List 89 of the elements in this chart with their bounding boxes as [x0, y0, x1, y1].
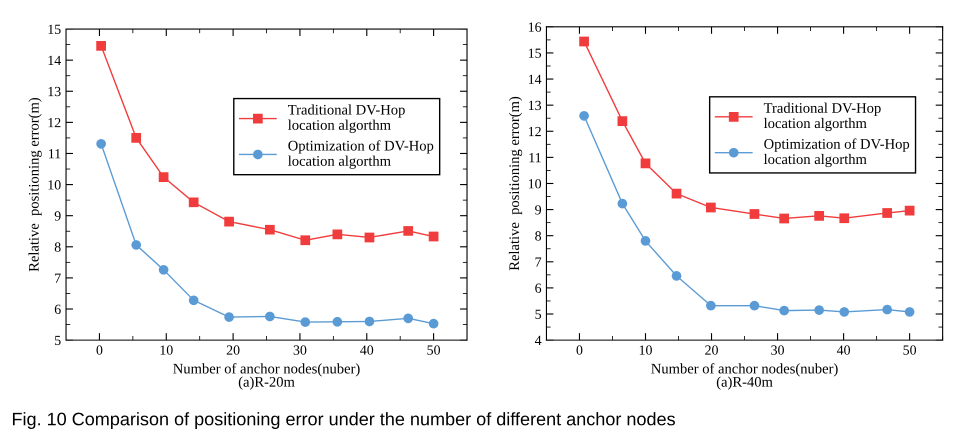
x-tick-label: 20 [705, 345, 718, 355]
y-tick-label: 15 [48, 24, 61, 34]
y-axis-title: Relative positioning error(m) [508, 96, 522, 270]
y-tick-label: 13 [528, 100, 542, 110]
y-tick-label: 7 [536, 258, 542, 267]
point [131, 133, 142, 143]
x-tick-label: 40 [836, 345, 850, 355]
x-tick-label: 10 [640, 345, 652, 355]
y-tick-label: 12 [528, 126, 541, 136]
y-tick-label: 11 [529, 153, 541, 162]
point [579, 36, 589, 46]
x-axis-title: Number of anchor nodes(nuber) (a)R-20m [173, 363, 360, 390]
y-axis-title: Relative positioning error(m) [28, 98, 42, 272]
point [814, 210, 824, 221]
y-tick-label: 11 [49, 149, 60, 158]
point [403, 313, 414, 324]
point [750, 300, 760, 311]
x-tick-label: 10 [160, 345, 173, 355]
y-tick-label: 5 [535, 310, 542, 319]
point [332, 316, 342, 327]
point [882, 208, 892, 218]
point [706, 202, 716, 212]
point [779, 214, 790, 224]
y-tick-label: 13 [48, 86, 61, 96]
point [672, 271, 682, 281]
y-tick-label: 7 [55, 274, 61, 283]
legend-label: Traditional DV-Hop location algorthm [764, 102, 881, 132]
point [265, 224, 275, 235]
x-tick-label: 30 [294, 345, 306, 355]
point [96, 138, 106, 149]
point [904, 206, 914, 216]
y-tick-label: 14 [48, 56, 61, 65]
y-tick-label: 4 [534, 336, 542, 345]
x-tick-label: 20 [226, 345, 240, 355]
point [904, 307, 914, 317]
x-axis-title: Number of anchor nodes(nuber) (a)R-40m [651, 363, 838, 390]
point [188, 197, 199, 208]
x-tick-label: 40 [360, 345, 374, 355]
point [706, 300, 716, 311]
point [750, 209, 760, 219]
x-tick-label: 50 [427, 345, 440, 355]
y-tick-label: 10 [48, 180, 61, 190]
point [158, 172, 168, 182]
point [618, 198, 628, 208]
point [428, 232, 438, 242]
point [640, 158, 650, 168]
y-tick-label: 16 [528, 22, 542, 32]
point [839, 307, 850, 317]
point [96, 40, 106, 51]
point [672, 188, 682, 199]
point [364, 316, 374, 326]
point [839, 213, 850, 224]
y-tick-label: 14 [528, 74, 542, 84]
point [300, 235, 310, 246]
point [332, 229, 342, 240]
point [188, 295, 199, 306]
y-tick-label: 5 [55, 336, 61, 346]
caption: Fig. 10 Comparison of positioning error under the number of different anchor nodes [12, 412, 675, 429]
legend-label: Optimization of DV-Hop location algorthm [764, 138, 910, 168]
y-tick-label: 15 [528, 48, 542, 58]
x-tick-label: 0 [576, 345, 582, 355]
x-tick-label: 50 [903, 345, 916, 355]
point [403, 226, 414, 236]
point [428, 318, 438, 328]
point [265, 312, 275, 322]
point [882, 304, 892, 314]
y-tick-label: 8 [535, 231, 542, 241]
point [618, 116, 628, 126]
point [224, 312, 234, 322]
point [224, 216, 234, 226]
point [779, 306, 790, 316]
y-tick-label: 12 [48, 118, 60, 128]
point [131, 240, 142, 250]
legend-label: Optimization of DV-Hop location algorthm [288, 140, 434, 169]
y-tick-label: 6 [54, 304, 61, 314]
point [579, 111, 589, 121]
point [158, 264, 168, 275]
point [640, 236, 650, 246]
point [814, 305, 824, 315]
x-tick-label: 30 [771, 345, 784, 355]
y-tick-label: 8 [54, 242, 61, 252]
y-tick-label: 10 [528, 179, 542, 188]
x-tick-label: 0 [96, 345, 102, 355]
legend-label: Traditional DV-Hop location algorthm [288, 104, 405, 133]
y-tick-label: 9 [54, 211, 61, 221]
point [300, 317, 310, 327]
point [364, 232, 374, 242]
y-tick-label: 9 [535, 205, 542, 215]
y-tick-label: 6 [535, 284, 542, 293]
